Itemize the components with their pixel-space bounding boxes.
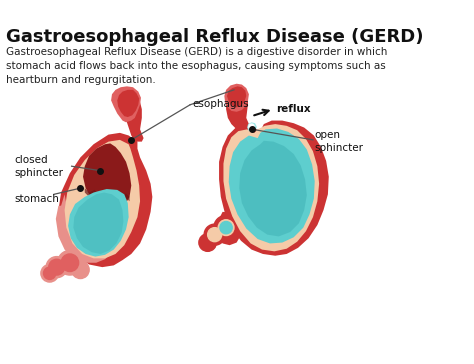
Text: esophagus: esophagus [193, 99, 249, 109]
Polygon shape [73, 193, 123, 254]
Polygon shape [111, 86, 141, 122]
Text: Gastroesophageal Reflux Disease (GERD) is a digestive disorder in which
stomach : Gastroesophageal Reflux Disease (GERD) i… [6, 47, 387, 85]
Circle shape [61, 254, 79, 272]
Polygon shape [85, 188, 129, 201]
Circle shape [41, 265, 58, 282]
Polygon shape [217, 212, 240, 245]
Polygon shape [219, 120, 329, 256]
Polygon shape [226, 90, 253, 131]
Circle shape [49, 259, 64, 275]
Polygon shape [64, 140, 140, 258]
Text: reflux: reflux [276, 104, 311, 114]
Polygon shape [117, 90, 139, 117]
Polygon shape [223, 124, 319, 251]
Circle shape [44, 267, 56, 280]
Polygon shape [68, 189, 128, 257]
Circle shape [214, 215, 238, 240]
Circle shape [57, 250, 82, 275]
Circle shape [72, 261, 89, 278]
Circle shape [208, 228, 222, 242]
Polygon shape [224, 84, 249, 112]
Text: Gastroesophageal Reflux Disease (GERD): Gastroesophageal Reflux Disease (GERD) [6, 28, 423, 46]
Text: stomach: stomach [15, 194, 59, 204]
Polygon shape [247, 122, 257, 132]
Polygon shape [58, 133, 152, 267]
Polygon shape [124, 99, 144, 142]
Polygon shape [227, 86, 246, 107]
Circle shape [218, 220, 234, 236]
Polygon shape [83, 143, 131, 210]
Circle shape [220, 222, 232, 234]
Polygon shape [239, 141, 307, 237]
Polygon shape [229, 128, 315, 244]
Circle shape [199, 234, 217, 251]
Text: closed
sphincter: closed sphincter [15, 155, 64, 178]
Text: open
sphincter: open sphincter [315, 130, 364, 153]
Circle shape [249, 124, 254, 129]
Circle shape [46, 257, 67, 278]
Circle shape [204, 224, 225, 245]
Polygon shape [56, 194, 111, 263]
